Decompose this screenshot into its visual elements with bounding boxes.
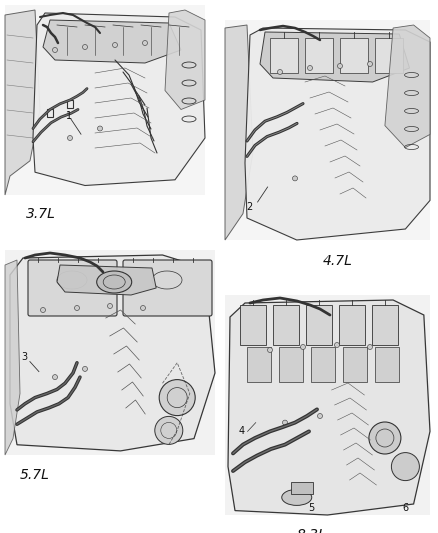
Polygon shape [5,260,20,455]
Polygon shape [10,255,215,451]
Circle shape [335,343,339,348]
Circle shape [74,305,80,311]
Polygon shape [33,13,205,185]
Bar [375,347,399,382]
Bar [339,305,365,345]
Ellipse shape [282,489,312,505]
Polygon shape [5,10,40,195]
Circle shape [300,344,305,350]
Bar [270,38,298,73]
Circle shape [155,416,183,445]
Text: 3: 3 [21,352,27,361]
Circle shape [278,69,283,75]
Polygon shape [385,25,430,148]
Bar [225,295,430,515]
Bar [240,305,266,345]
Circle shape [53,47,57,52]
Circle shape [367,344,372,350]
Bar [67,100,73,108]
Circle shape [268,348,272,352]
Circle shape [53,375,57,379]
Circle shape [40,308,46,312]
Bar [340,38,368,73]
Circle shape [107,303,113,309]
Bar [247,347,271,382]
Text: 3.7L: 3.7L [26,207,56,221]
Polygon shape [260,32,410,82]
Circle shape [142,41,148,45]
Circle shape [369,422,401,454]
Circle shape [159,379,195,416]
Circle shape [318,414,322,418]
Bar [5,250,215,455]
Bar [305,38,333,73]
Text: 2: 2 [247,202,253,212]
Circle shape [67,135,73,141]
Circle shape [82,366,88,372]
Circle shape [98,126,102,131]
Circle shape [82,44,88,50]
Bar [47,109,53,117]
Text: 4.7L: 4.7L [323,254,353,268]
Text: 5.7L: 5.7L [19,468,49,482]
Ellipse shape [97,271,132,293]
Polygon shape [43,20,181,63]
Circle shape [283,420,287,425]
FancyBboxPatch shape [123,260,212,316]
Polygon shape [57,265,156,295]
Text: 6: 6 [403,503,409,513]
Text: 1: 1 [66,111,72,121]
Circle shape [338,63,343,69]
Polygon shape [245,28,430,240]
Circle shape [307,66,312,70]
Polygon shape [225,25,253,240]
Bar [343,347,367,382]
Bar [311,347,335,382]
Bar [225,20,430,240]
Circle shape [392,453,420,481]
Polygon shape [228,300,430,515]
Polygon shape [165,10,205,109]
FancyBboxPatch shape [28,260,117,316]
Circle shape [293,176,297,181]
Bar [375,38,403,73]
Bar [279,347,303,382]
Bar [372,305,398,345]
Bar [273,305,299,345]
Text: 4: 4 [238,426,244,437]
Text: 5: 5 [308,503,314,513]
Circle shape [141,305,145,311]
Bar [306,305,332,345]
Circle shape [113,43,117,47]
Circle shape [367,61,372,67]
Text: 8.3L: 8.3L [296,528,326,533]
Bar [290,482,313,494]
Bar [5,5,205,195]
